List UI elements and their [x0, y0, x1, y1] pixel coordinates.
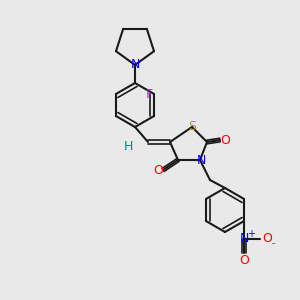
Text: F: F [146, 88, 153, 100]
Text: H: H [123, 140, 133, 154]
Text: +: + [247, 229, 255, 239]
Text: -: - [271, 238, 275, 248]
Text: O: O [262, 232, 272, 245]
Text: N: N [196, 154, 206, 167]
Text: N: N [239, 232, 249, 245]
Text: O: O [239, 254, 249, 266]
Text: O: O [220, 134, 230, 146]
Text: N: N [130, 58, 140, 71]
Text: O: O [153, 164, 163, 176]
Text: S: S [188, 119, 196, 133]
